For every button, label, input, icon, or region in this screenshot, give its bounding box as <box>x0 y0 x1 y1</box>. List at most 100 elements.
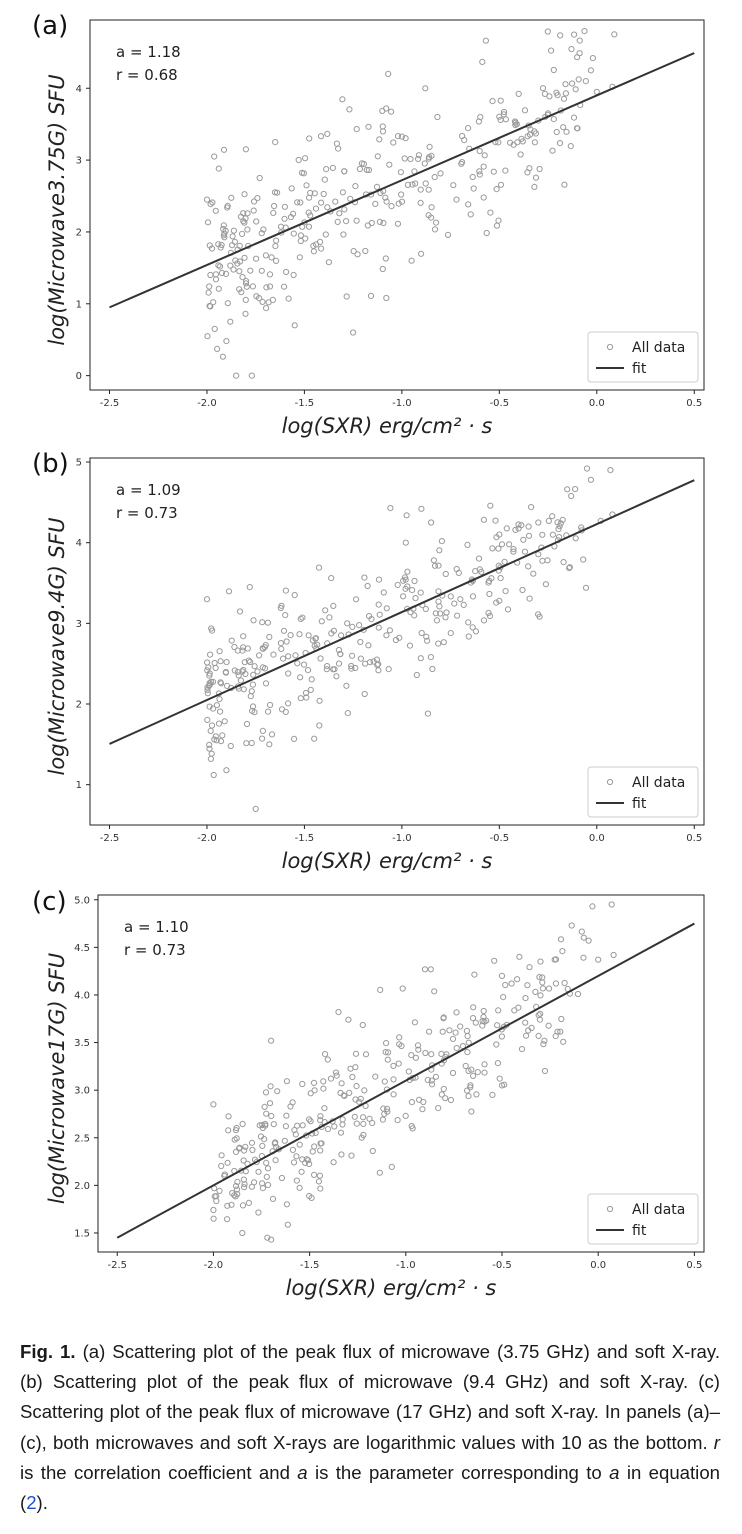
x-tick-label: 0.0 <box>589 398 605 409</box>
data-point <box>318 199 325 206</box>
x-tick-label: -0.5 <box>492 1260 512 1271</box>
data-point <box>318 618 325 625</box>
data-point <box>379 265 386 273</box>
legend-marker-icon <box>606 343 614 351</box>
data-point <box>232 257 239 264</box>
x-tick-label: 0.5 <box>686 1260 702 1271</box>
data-point <box>474 1069 481 1076</box>
data-point <box>231 1192 238 1199</box>
data-point <box>516 953 523 960</box>
data-point <box>290 210 297 217</box>
data-point <box>521 107 529 114</box>
data-point <box>231 238 238 245</box>
data-point <box>473 1091 480 1098</box>
data-point <box>204 690 211 697</box>
data-point <box>571 31 578 38</box>
data-point <box>607 467 614 474</box>
data-point <box>377 986 384 994</box>
data-point <box>263 1173 270 1180</box>
data-point <box>532 988 539 996</box>
data-point <box>223 338 230 345</box>
data-point <box>259 727 266 735</box>
data-point <box>530 570 537 577</box>
caption-fig-label: Fig. 1. <box>20 1341 76 1362</box>
data-point <box>217 708 224 715</box>
data-point <box>259 645 267 652</box>
data-point <box>469 173 476 181</box>
legend-entry-label: fit <box>632 361 647 377</box>
data-point <box>353 126 360 133</box>
caption-a-symbol: a <box>609 1461 620 1483</box>
data-point <box>375 624 382 631</box>
data-point <box>234 1178 241 1186</box>
data-point <box>348 665 355 672</box>
data-point <box>369 1147 376 1155</box>
data-point <box>252 805 259 813</box>
data-point <box>560 124 567 131</box>
equation-ref-link[interactable]: 2 <box>26 1492 37 1514</box>
data-point <box>502 588 509 595</box>
data-point <box>243 283 250 290</box>
data-point <box>435 1105 442 1112</box>
data-point <box>400 593 407 600</box>
data-point <box>227 262 234 269</box>
data-point <box>233 1135 240 1142</box>
data-point <box>403 512 410 519</box>
data-point <box>494 1060 501 1067</box>
data-point <box>558 1015 565 1023</box>
data-point <box>512 121 519 129</box>
data-point <box>408 257 415 264</box>
data-point <box>350 329 357 336</box>
data-point <box>247 693 254 700</box>
data-point <box>302 155 309 162</box>
data-point <box>320 1078 327 1085</box>
data-point <box>395 1060 402 1067</box>
data-point <box>536 613 543 620</box>
data-point <box>295 156 302 164</box>
data-point <box>550 66 557 74</box>
data-point <box>307 212 314 219</box>
data-point <box>440 1085 447 1093</box>
data-point <box>399 985 406 992</box>
data-point <box>424 1076 431 1084</box>
data-point <box>608 901 615 908</box>
data-point <box>241 1181 248 1188</box>
data-point <box>431 988 438 995</box>
data-point <box>582 78 589 85</box>
data-point <box>526 595 533 602</box>
scatter-points <box>203 465 616 813</box>
data-point <box>402 1112 409 1120</box>
x-tick-label: -1.0 <box>396 1260 416 1271</box>
data-point <box>415 1046 422 1053</box>
data-point <box>412 1054 419 1061</box>
data-point <box>308 676 315 683</box>
data-point <box>433 219 440 226</box>
data-point <box>464 1087 471 1094</box>
data-point <box>425 212 432 219</box>
data-point <box>296 1184 303 1191</box>
data-point <box>476 566 483 573</box>
x-tick-label: 0.0 <box>589 833 605 844</box>
data-point <box>341 168 348 175</box>
x-tick-label: -1.5 <box>300 1260 320 1271</box>
legend: All data fit <box>587 766 699 818</box>
legend-entry-label: All data <box>632 775 685 791</box>
caption-text: is the parameter corresponding to <box>307 1461 610 1483</box>
data-point <box>417 186 424 193</box>
y-tick-label: 1 <box>76 780 82 791</box>
data-point <box>304 667 312 674</box>
data-point <box>318 245 325 252</box>
data-point <box>278 645 285 653</box>
data-point <box>493 186 500 193</box>
data-point <box>311 190 318 197</box>
data-point <box>323 166 330 173</box>
data-point <box>381 1078 388 1085</box>
scatter-points <box>203 28 618 379</box>
data-point <box>305 223 313 230</box>
data-point <box>339 96 346 103</box>
data-point <box>209 678 217 686</box>
x-tick-label: -2.0 <box>197 833 217 844</box>
data-point <box>357 655 364 662</box>
data-point <box>429 665 436 673</box>
data-point <box>388 108 395 115</box>
